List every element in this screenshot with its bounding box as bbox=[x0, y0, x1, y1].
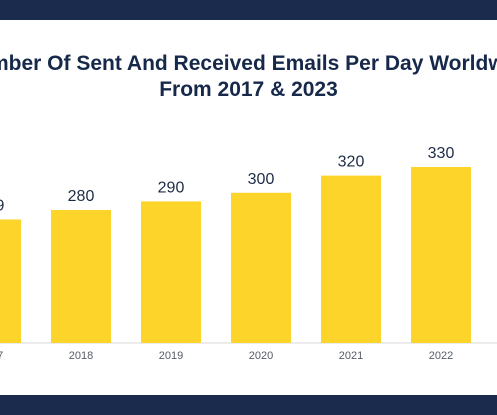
x-tick-label-2019: 2019 bbox=[159, 350, 183, 362]
bar-2021 bbox=[321, 175, 381, 343]
x-tick-label-2018: 2018 bbox=[69, 350, 93, 362]
value-label-2021: 320 bbox=[338, 154, 365, 171]
chart-title-line-2: From 2017 & 2023 bbox=[159, 78, 338, 101]
bar-2017 bbox=[0, 219, 21, 343]
value-label-2019: 290 bbox=[158, 179, 185, 196]
value-label-2020: 300 bbox=[248, 171, 275, 188]
chart-title-line-1: Number Of Sent And Received Emails Per D… bbox=[0, 52, 497, 75]
value-label-2017: 269 bbox=[0, 197, 4, 214]
x-tick-label-2017: 2017 bbox=[0, 350, 3, 362]
x-tick-label-2020: 2020 bbox=[249, 350, 273, 362]
bar-2019 bbox=[141, 201, 201, 343]
x-tick-label-2022: 2022 bbox=[429, 350, 453, 362]
x-tick-label-2021: 2021 bbox=[339, 350, 363, 362]
bottom-banner bbox=[0, 395, 497, 415]
top-banner bbox=[0, 0, 497, 20]
value-label-2018: 280 bbox=[68, 188, 95, 205]
bar-2022 bbox=[411, 167, 471, 343]
bar-2020 bbox=[231, 192, 291, 343]
value-label-2022: 330 bbox=[428, 145, 455, 162]
bar-2018 bbox=[51, 210, 111, 343]
